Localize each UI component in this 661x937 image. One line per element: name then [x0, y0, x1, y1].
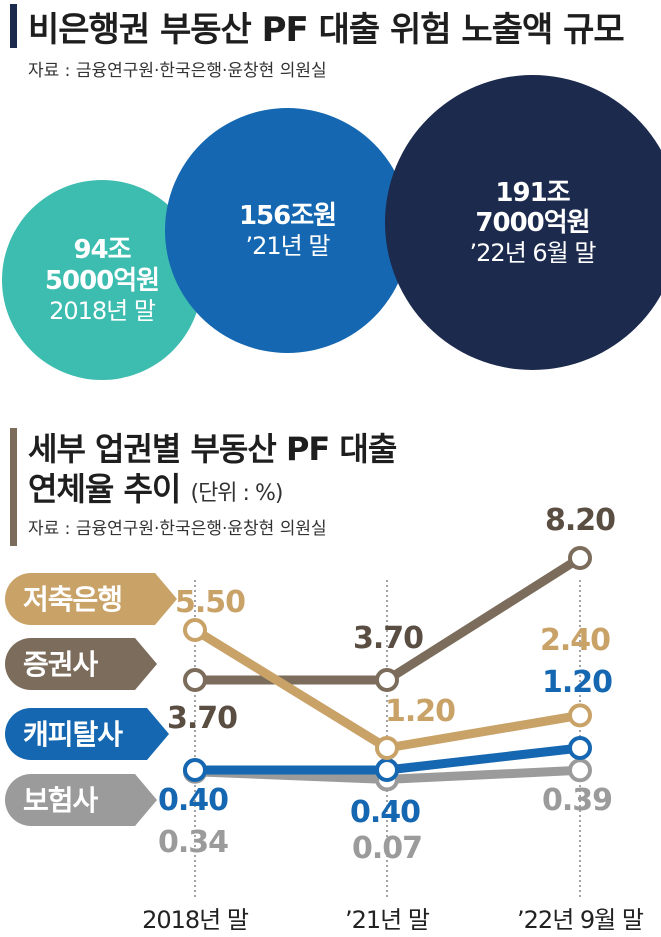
data-label: 0.34: [158, 825, 228, 860]
x-tick-label: ’22년 9월 말: [517, 906, 644, 934]
x-tick-label: 2018년 말: [142, 906, 249, 934]
section2-title-line1: 세부 업권별 부동산 PF 대출: [28, 430, 397, 468]
legend-callout-0: [5, 573, 177, 625]
data-label: 0.07: [352, 831, 422, 866]
legend-label: 저축은행: [23, 583, 122, 616]
section1-source: 자료 : 금융연구원·한국은행·윤창현 의원실: [28, 61, 327, 81]
data-label: 1.20: [542, 665, 612, 700]
data-label: 3.70: [353, 621, 423, 656]
bubble-2022-amount-1: 191조: [495, 177, 570, 208]
bubble-2018-period: 2018년 말: [49, 296, 156, 325]
data-label: 1.20: [385, 694, 455, 729]
data-label: 0.40: [350, 795, 420, 830]
data-point: [568, 546, 592, 570]
legend-callout-1: [5, 638, 157, 690]
legend-callout-3: [5, 774, 157, 826]
bubble-2022-period: ’22년 6월 말: [469, 239, 597, 268]
data-point: [183, 618, 207, 642]
bubble-2021-amount: 156조원: [238, 201, 337, 231]
bubble-2022: 191조 7000억원 ’22년 6월 말: [385, 75, 661, 370]
legend-label: 캐피탈사: [23, 718, 123, 751]
section2-title-line2-text: 연체율 추이: [28, 470, 181, 508]
data-point: [183, 668, 207, 692]
bubble-2018-amount-2: 5000억원: [44, 265, 160, 296]
data-label: 3.70: [167, 701, 237, 736]
bubble-2022-amount-2: 7000억원: [475, 208, 590, 239]
data-point: [375, 758, 399, 782]
section1-title: 비은행권 부동산 PF 대출 위험 노출액 규모: [28, 10, 625, 50]
legend-callout-2: [5, 708, 169, 760]
title-accent-bar-2: [10, 428, 17, 546]
legend-label: 증권사: [23, 648, 99, 681]
bubble-2018-amount-1: 94조: [73, 235, 131, 266]
unit-label: (단위 : %): [190, 481, 283, 506]
bubble-2021: 156조원 ’21년 말: [165, 108, 410, 353]
section2-source: 자료 : 금융연구원·한국은행·윤창현 의원실: [28, 519, 327, 539]
data-point: [568, 703, 592, 728]
data-label: 2.40: [540, 623, 610, 658]
data-label: 8.20: [545, 503, 615, 538]
data-point: [568, 758, 592, 783]
x-tick-label: ’21년 말: [345, 906, 430, 934]
bubble-2018: 94조 5000억원 2018년 말: [2, 180, 202, 380]
data-point: [568, 736, 592, 760]
title-accent-bar: [10, 4, 17, 48]
section2-title-line2: 연체율 추이 (단위 : %): [28, 464, 283, 510]
bubble-2021-period: ’21년 말: [245, 231, 331, 260]
data-label: 5.50: [175, 585, 245, 620]
legend-label: 보험사: [23, 784, 99, 817]
data-point: [375, 668, 399, 692]
data-label: 0.40: [158, 783, 228, 818]
data-point: [183, 758, 207, 782]
data-label: 0.39: [542, 783, 612, 818]
data-point: [375, 736, 399, 760]
